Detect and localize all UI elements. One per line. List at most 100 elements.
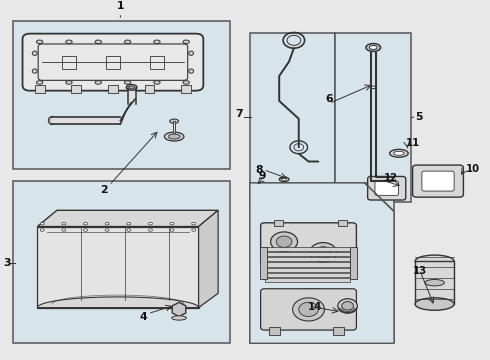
Bar	[265, 278, 350, 282]
Ellipse shape	[124, 40, 131, 44]
Polygon shape	[198, 210, 218, 307]
Ellipse shape	[183, 40, 190, 44]
Text: 2: 2	[100, 185, 108, 195]
Ellipse shape	[124, 81, 131, 84]
Ellipse shape	[168, 134, 180, 139]
Ellipse shape	[366, 44, 381, 51]
Ellipse shape	[62, 222, 66, 225]
Polygon shape	[37, 297, 198, 307]
Bar	[270, 327, 280, 335]
Ellipse shape	[369, 45, 377, 49]
Ellipse shape	[66, 40, 72, 44]
Ellipse shape	[62, 229, 66, 231]
Ellipse shape	[393, 151, 404, 155]
Polygon shape	[128, 89, 138, 104]
Ellipse shape	[316, 247, 331, 258]
Ellipse shape	[282, 178, 287, 180]
Bar	[415, 261, 454, 304]
FancyBboxPatch shape	[413, 165, 464, 197]
Ellipse shape	[49, 117, 55, 125]
Ellipse shape	[189, 51, 194, 55]
Ellipse shape	[36, 81, 43, 84]
Ellipse shape	[148, 222, 152, 225]
Bar	[265, 257, 350, 261]
Ellipse shape	[154, 40, 160, 44]
Ellipse shape	[189, 69, 194, 73]
Ellipse shape	[310, 243, 337, 262]
Polygon shape	[52, 117, 121, 124]
Bar	[265, 262, 350, 267]
Text: 9: 9	[258, 171, 266, 181]
FancyBboxPatch shape	[23, 33, 203, 91]
Ellipse shape	[84, 229, 87, 231]
Text: 1: 1	[117, 1, 124, 12]
FancyBboxPatch shape	[368, 176, 406, 200]
Text: 4: 4	[140, 312, 147, 322]
FancyBboxPatch shape	[422, 171, 454, 191]
Ellipse shape	[299, 302, 318, 316]
Ellipse shape	[129, 86, 135, 89]
Ellipse shape	[36, 40, 43, 44]
Bar	[265, 247, 350, 251]
Bar	[350, 247, 357, 279]
Ellipse shape	[84, 222, 87, 225]
Bar	[13, 181, 230, 343]
Polygon shape	[37, 210, 218, 226]
Bar	[274, 220, 283, 226]
Text: 6: 6	[325, 94, 333, 104]
Text: 14: 14	[308, 302, 322, 311]
Ellipse shape	[66, 81, 72, 84]
Ellipse shape	[164, 132, 184, 141]
Ellipse shape	[127, 222, 131, 225]
Text: 7: 7	[235, 109, 243, 119]
FancyBboxPatch shape	[375, 181, 398, 195]
Ellipse shape	[40, 222, 44, 225]
Polygon shape	[37, 226, 198, 307]
Ellipse shape	[127, 229, 131, 231]
Ellipse shape	[172, 316, 186, 320]
Bar	[250, 33, 335, 202]
Bar	[145, 85, 154, 93]
Ellipse shape	[338, 299, 357, 313]
Ellipse shape	[415, 255, 454, 267]
Ellipse shape	[170, 119, 178, 123]
Bar	[265, 273, 350, 277]
Ellipse shape	[95, 40, 101, 44]
Polygon shape	[250, 183, 394, 343]
Ellipse shape	[299, 289, 337, 302]
Text: 12: 12	[384, 173, 398, 183]
Ellipse shape	[170, 222, 174, 225]
Ellipse shape	[40, 229, 44, 231]
Ellipse shape	[371, 86, 376, 89]
Ellipse shape	[170, 229, 174, 231]
Text: 13: 13	[413, 266, 426, 276]
Bar	[72, 85, 81, 93]
Ellipse shape	[342, 302, 353, 310]
Text: 3: 3	[3, 258, 11, 268]
Ellipse shape	[154, 81, 160, 84]
Ellipse shape	[415, 298, 454, 310]
Text: 10: 10	[466, 164, 480, 174]
Ellipse shape	[183, 81, 190, 84]
Ellipse shape	[32, 69, 37, 73]
Polygon shape	[172, 302, 186, 316]
Bar	[181, 85, 191, 93]
Bar	[13, 21, 230, 168]
Bar	[250, 183, 394, 343]
Bar	[108, 85, 118, 93]
Bar	[265, 252, 350, 256]
Bar	[338, 220, 346, 226]
Bar	[265, 267, 350, 272]
Text: 5: 5	[415, 112, 422, 122]
FancyBboxPatch shape	[261, 223, 356, 264]
Ellipse shape	[293, 298, 324, 321]
FancyBboxPatch shape	[261, 289, 356, 330]
Ellipse shape	[270, 232, 297, 252]
Ellipse shape	[279, 177, 289, 182]
Ellipse shape	[192, 229, 196, 231]
Ellipse shape	[126, 85, 137, 90]
Text: 11: 11	[406, 138, 420, 148]
Ellipse shape	[105, 229, 109, 231]
Text: 8: 8	[256, 165, 263, 175]
Bar	[335, 33, 411, 202]
